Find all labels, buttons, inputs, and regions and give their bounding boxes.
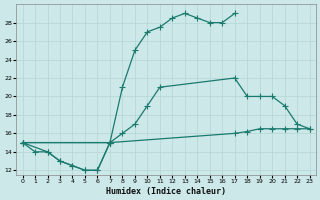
- X-axis label: Humidex (Indice chaleur): Humidex (Indice chaleur): [106, 187, 226, 196]
